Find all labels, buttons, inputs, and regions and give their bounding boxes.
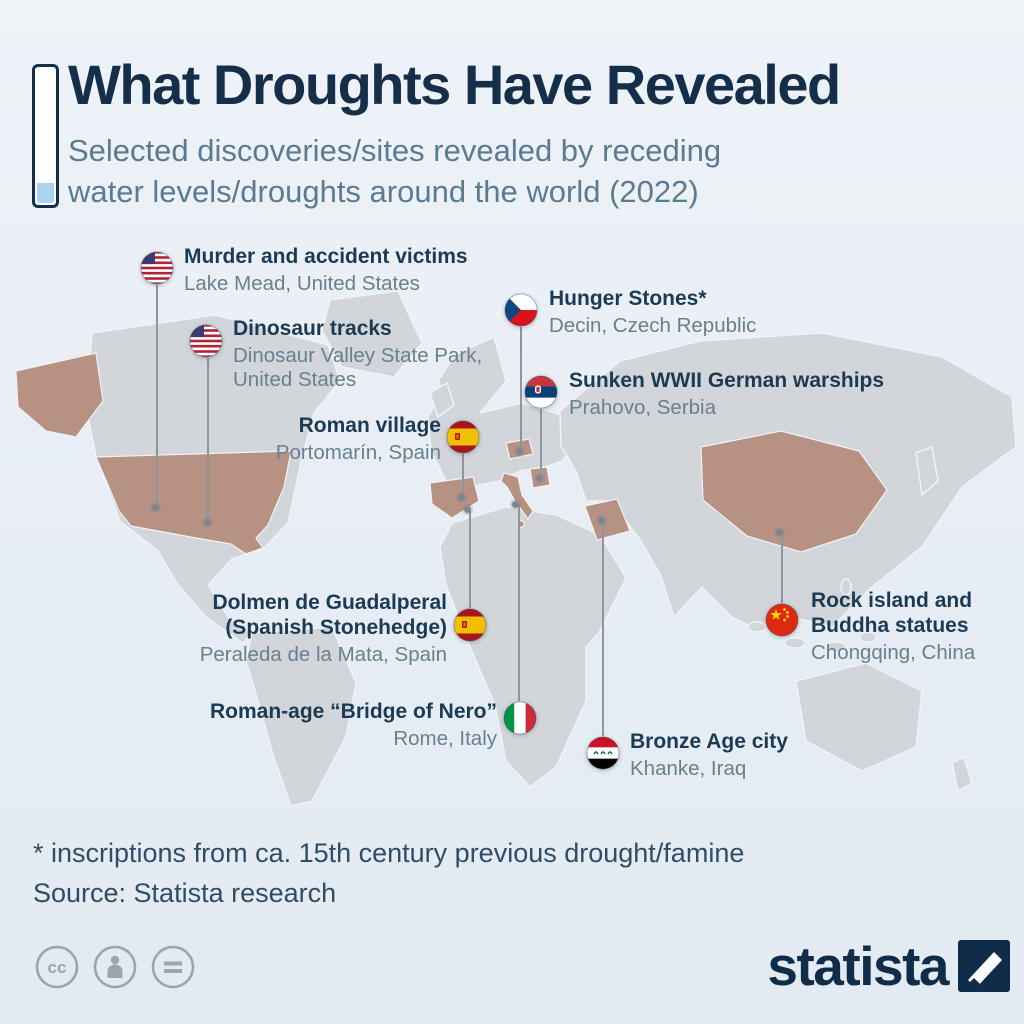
pin-dot <box>152 504 159 511</box>
map-indonesia <box>747 621 767 633</box>
map-country-spain <box>429 476 480 519</box>
marker-location: Peraleda de la Mata, Spain <box>199 642 447 666</box>
pin-dot <box>536 475 543 482</box>
pin-line <box>781 531 783 603</box>
marker-location: Rome, Italy <box>393 726 497 750</box>
flag-iraq-icon <box>586 736 620 770</box>
map-country-china <box>700 430 888 553</box>
marker-title: Hunger Stones* <box>549 287 707 310</box>
license-icons: cc <box>34 944 196 990</box>
pin-dot <box>776 529 783 536</box>
map-united-kingdom <box>429 382 455 418</box>
marker-location: Chongqing, China <box>811 640 976 664</box>
flag-italy-icon <box>503 701 537 735</box>
svg-text:cc: cc <box>48 958 67 977</box>
pin-dot <box>598 517 605 524</box>
water-level-fill <box>37 183 54 203</box>
map-country-alaska <box>15 352 104 438</box>
world-map <box>15 290 1017 807</box>
marker-location: Portomarín, Spain <box>275 440 441 464</box>
pin-line <box>156 285 158 506</box>
map-indonesia <box>859 631 877 643</box>
pin-dot <box>464 506 471 513</box>
pin-dot <box>512 501 519 508</box>
flag-spain-icon <box>453 608 487 642</box>
pin-line <box>520 327 522 453</box>
marker-title: Rock island and Buddha statues <box>811 589 973 637</box>
map-south-america <box>245 626 357 807</box>
page-title: What Droughts Have Revealed <box>68 53 841 116</box>
flag-china-icon <box>765 603 799 637</box>
map-japan <box>915 446 939 496</box>
map-greenland <box>321 290 423 378</box>
pin-line <box>602 519 604 736</box>
footnote: * inscriptions from ca. 15th century pre… <box>33 838 745 868</box>
map-indonesia <box>784 637 806 649</box>
map-philippines <box>840 578 852 596</box>
map-country-italy <box>500 472 534 520</box>
cc-icon: cc <box>35 945 79 989</box>
marker-title: Sunken WWII German warships <box>569 369 885 392</box>
map-australia <box>795 662 923 772</box>
pin-line <box>462 454 464 498</box>
marker-title: Roman village <box>298 414 441 437</box>
marker-location: Dinosaur Valley State Park, United State… <box>233 343 483 391</box>
pin-line <box>518 503 520 701</box>
marker-location: Khanke, Iraq <box>630 756 747 780</box>
marker-title: Murder and accident victims <box>184 245 468 268</box>
map-country-iraq <box>584 498 631 541</box>
marker-title: Bronze Age city <box>630 730 788 753</box>
source-line: Source: Statista research <box>33 878 337 908</box>
pin-line <box>540 409 542 479</box>
statista-logo-icon <box>958 940 1010 992</box>
flag-serbia-icon <box>524 375 558 409</box>
pin-dot <box>458 494 465 501</box>
attribution-person-icon <box>93 945 137 989</box>
flag-united-states-icon <box>140 251 174 285</box>
map-new-zealand <box>951 756 973 792</box>
map-indonesia <box>825 641 847 653</box>
pin-dot <box>516 448 523 455</box>
flag-spain-icon <box>446 420 480 454</box>
page-subtitle: Selected discoveries/sites revealed by r… <box>68 133 722 210</box>
flag-czech-republic-icon <box>504 293 538 327</box>
pin-dot <box>204 519 211 526</box>
marker-title: Dinosaur tracks <box>233 317 392 340</box>
water-level-icon <box>32 64 59 208</box>
flag-united-states-icon <box>189 324 223 358</box>
equals-icon <box>151 945 195 989</box>
marker-location: Lake Mead, United States <box>184 271 420 295</box>
pin-line <box>469 510 471 608</box>
statista-logo-text: statista <box>767 935 949 997</box>
marker-title: Roman-age “Bridge of Nero” <box>209 700 497 723</box>
pin-line <box>207 358 209 522</box>
marker-location: Decin, Czech Republic <box>549 313 757 337</box>
map-country-united-states <box>95 450 292 555</box>
marker-title: Dolmen de Guadalperal (Spanish Stonehedg… <box>212 591 447 639</box>
marker-location: Prahovo, Serbia <box>569 395 717 419</box>
